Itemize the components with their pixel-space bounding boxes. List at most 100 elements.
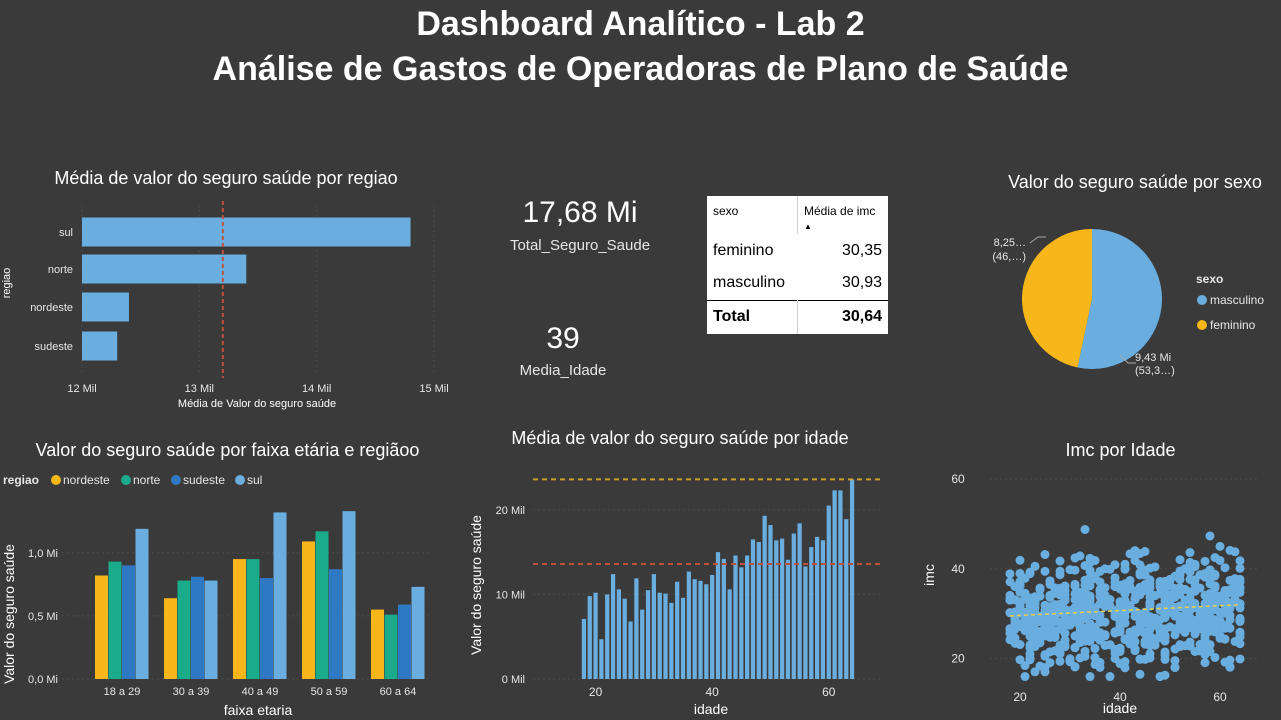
faixa-bar-sudeste[interactable] — [191, 576, 204, 679]
faixa-bar-nordeste[interactable] — [164, 598, 177, 679]
faixa-bar-chart[interactable]: regiao nordeste norte sudeste sul 0,0 Mi… — [0, 466, 460, 720]
regiao-bar-sul[interactable] — [82, 217, 411, 247]
regiao-bar-norte[interactable] — [82, 254, 247, 284]
faixa-bar-norte[interactable] — [177, 580, 191, 679]
idade-bar[interactable] — [780, 538, 785, 679]
idade-bar[interactable] — [587, 596, 592, 679]
faixa-bar-sul[interactable] — [273, 512, 287, 679]
faixa-bar-norte[interactable] — [315, 531, 329, 679]
idade-bar[interactable] — [634, 578, 639, 679]
idade-bar[interactable] — [704, 584, 709, 679]
idade-bar[interactable] — [768, 525, 773, 679]
imc-scatter-point — [1080, 646, 1090, 656]
idade-y-tick-label: 0 Mil — [502, 674, 525, 686]
imc-scatter-point — [1180, 603, 1190, 613]
idade-bar[interactable] — [610, 574, 616, 679]
idade-bar[interactable] — [599, 639, 604, 679]
idade-bar[interactable] — [849, 479, 855, 679]
idade-bar[interactable] — [803, 566, 808, 679]
idade-bar[interactable] — [581, 618, 587, 679]
faixa-bar-norte[interactable] — [384, 614, 398, 679]
idade-bar[interactable] — [593, 592, 598, 679]
idade-bar[interactable] — [686, 571, 691, 679]
idade-bar[interactable] — [745, 555, 750, 679]
imc-scatter-point — [1140, 629, 1150, 639]
idade-bar[interactable] — [762, 515, 767, 679]
imc-scatter-point — [1030, 667, 1040, 677]
idade-bar[interactable] — [645, 590, 651, 679]
idade-bar[interactable] — [698, 580, 703, 679]
idade-bar[interactable] — [651, 574, 656, 679]
idade-bar[interactable] — [826, 505, 831, 679]
pie-legend-masculino[interactable]: masculino — [1210, 293, 1264, 307]
idade-bar[interactable] — [657, 592, 662, 679]
faixa-bar-sudeste[interactable] — [398, 604, 411, 679]
faixa-bar-norte[interactable] — [246, 559, 260, 679]
faixa-bar-norte[interactable] — [108, 561, 122, 679]
idade-bar[interactable] — [721, 558, 726, 679]
table-row[interactable]: masculino 30,93 — [707, 267, 888, 300]
pie-legend-feminino[interactable]: feminino — [1210, 318, 1256, 332]
idade-bar[interactable] — [616, 589, 622, 679]
idade-bar[interactable] — [675, 581, 680, 679]
pie-slice-masculino[interactable] — [1077, 229, 1162, 369]
idade-bar[interactable] — [785, 559, 791, 679]
faixa-bar-sudeste[interactable] — [122, 565, 135, 679]
imc-scatter-point — [1005, 569, 1015, 579]
idade-bar[interactable] — [809, 547, 814, 679]
faixa-bar-nordeste[interactable] — [233, 559, 246, 679]
idade-bar[interactable] — [605, 594, 610, 679]
faixa-bar-sul[interactable] — [204, 580, 218, 679]
faixa-legend-sul[interactable]: sul — [247, 473, 262, 487]
idade-bar[interactable] — [692, 579, 697, 679]
pie-slice-feminino[interactable] — [1022, 229, 1092, 368]
faixa-bar-nordeste[interactable] — [302, 541, 315, 679]
faixa-legend-sudeste[interactable]: sudeste — [183, 473, 225, 487]
imc-x-tick-label: 40 — [1113, 690, 1127, 704]
idade-bar[interactable] — [622, 598, 627, 679]
idade-bar[interactable] — [710, 574, 715, 679]
idade-bar[interactable] — [663, 593, 668, 679]
idade-bar[interactable] — [640, 609, 645, 679]
idade-bar[interactable] — [750, 539, 756, 679]
imc-scatter-point — [1005, 608, 1015, 618]
idade-bar[interactable] — [797, 523, 802, 679]
sexo-pie-chart[interactable]: 8,25… (46,…) 9,43 Mi (53,3…) sexo mascul… — [960, 195, 1281, 395]
faixa-bar-nordeste[interactable] — [95, 575, 108, 679]
idade-bar[interactable] — [739, 567, 744, 679]
pie-legend-title: sexo — [1196, 272, 1223, 286]
regiao-bar-nordeste[interactable] — [82, 292, 129, 322]
idade-bar[interactable] — [669, 602, 674, 679]
idade-bar-chart[interactable]: 0 Mil 10 Mil 20 Mil 20 40 60 Valor do seguro… — [465, 455, 890, 720]
table-row[interactable]: feminino 30,35 — [707, 234, 888, 267]
idade-bar[interactable] — [733, 555, 738, 679]
idade-bar[interactable] — [832, 490, 837, 679]
idade-bar[interactable] — [844, 519, 849, 679]
imc-scatter-chart[interactable]: 20 40 60 20 40 60 imc idade — [920, 462, 1281, 720]
table-header-sexo[interactable]: sexo — [707, 196, 798, 234]
table-total-row[interactable]: Total 30,64 — [707, 300, 888, 334]
faixa-legend-norte[interactable]: norte — [133, 473, 161, 487]
idade-bar[interactable] — [628, 621, 633, 679]
idade-bar[interactable] — [791, 533, 796, 679]
faixa-x-tick-label: 60 a 64 — [380, 686, 417, 698]
idade-bar[interactable] — [715, 552, 721, 679]
faixa-legend-nordeste[interactable]: nordeste — [63, 473, 110, 487]
idade-bar[interactable] — [680, 597, 686, 679]
faixa-bar-sudeste[interactable] — [260, 578, 273, 679]
faixa-bar-sul[interactable] — [135, 528, 149, 679]
idade-bar[interactable] — [756, 541, 761, 679]
idade-bar[interactable] — [838, 490, 843, 679]
idade-bar[interactable] — [814, 536, 820, 679]
faixa-bar-sul[interactable] — [411, 586, 425, 679]
idade-bar[interactable] — [820, 540, 826, 679]
faixa-bar-sudeste[interactable] — [329, 569, 342, 679]
imc-by-sexo-table[interactable]: sexo Média de imc ▲ feminino 30,35 mascu… — [707, 196, 888, 334]
faixa-bar-nordeste[interactable] — [371, 609, 384, 679]
regiao-bar-chart[interactable]: sul norte nordeste sudeste 12 Mil 13 Mil 14 M… — [0, 195, 460, 415]
idade-bar[interactable] — [727, 589, 732, 679]
faixa-bar-sul[interactable] — [342, 511, 356, 679]
table-header-imc[interactable]: Média de imc ▲ — [798, 196, 889, 234]
idade-bar[interactable] — [774, 540, 779, 679]
regiao-bar-sudeste[interactable] — [82, 331, 118, 361]
